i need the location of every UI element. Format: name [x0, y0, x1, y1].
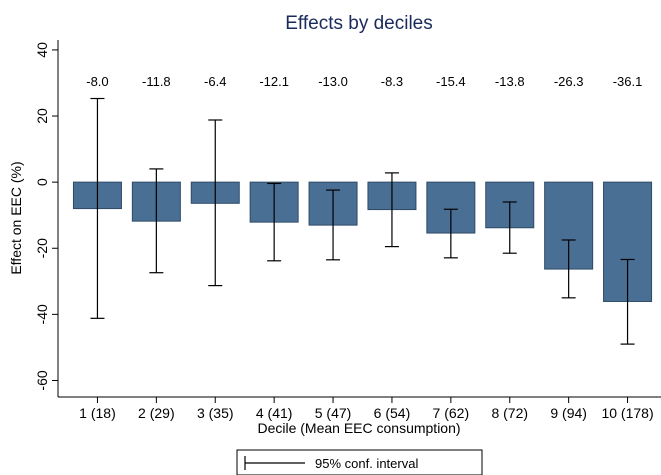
x-tick-label: 6 (54): [374, 405, 411, 421]
x-tick-label: 8 (72): [491, 405, 528, 421]
data-label: -13.0: [318, 74, 348, 89]
x-tick-label: 7 (62): [433, 405, 470, 421]
legend: 95% conf. interval: [236, 449, 483, 475]
plot-area: -60 -40 -20 0 20 40 1 (18) -8.0 2 (29) -11.8 3 (35…: [34, 40, 661, 421]
data-label: -15.4: [436, 74, 466, 89]
x-tick-label: 3 (35): [197, 405, 234, 421]
y-tick-label: 0: [34, 178, 50, 186]
y-tick-label: -20: [34, 238, 50, 258]
x-tick-label: 2 (29): [138, 405, 175, 421]
chart-title: Effects by deciles: [285, 13, 433, 34]
data-label: -13.8: [495, 74, 525, 89]
x-tick-label: 9 (94): [550, 405, 587, 421]
y-axis-label: Effect on EEC (%): [8, 161, 24, 274]
x-axis-label: Decile (Mean EEC consumption): [257, 420, 460, 436]
data-label: -8.0: [86, 74, 108, 89]
data-label: -12.1: [259, 74, 289, 89]
data-label: -6.4: [204, 74, 226, 89]
legend-label: 95% conf. interval: [315, 456, 418, 471]
x-tick-label: 10 (178): [601, 405, 653, 421]
x-tick-label: 4 (41): [256, 405, 293, 421]
x-tick-label: 1 (18): [79, 405, 116, 421]
y-tick-label: -40: [34, 304, 50, 324]
data-label: -36.1: [613, 74, 643, 89]
data-label: -26.3: [554, 74, 584, 89]
y-tick-label: -60: [34, 370, 50, 390]
x-tick-label: 5 (47): [315, 405, 352, 421]
data-label: -8.3: [381, 74, 403, 89]
y-tick-label: 20: [34, 108, 50, 124]
y-tick-label: 40: [34, 42, 50, 58]
data-label: -11.8: [142, 74, 171, 89]
